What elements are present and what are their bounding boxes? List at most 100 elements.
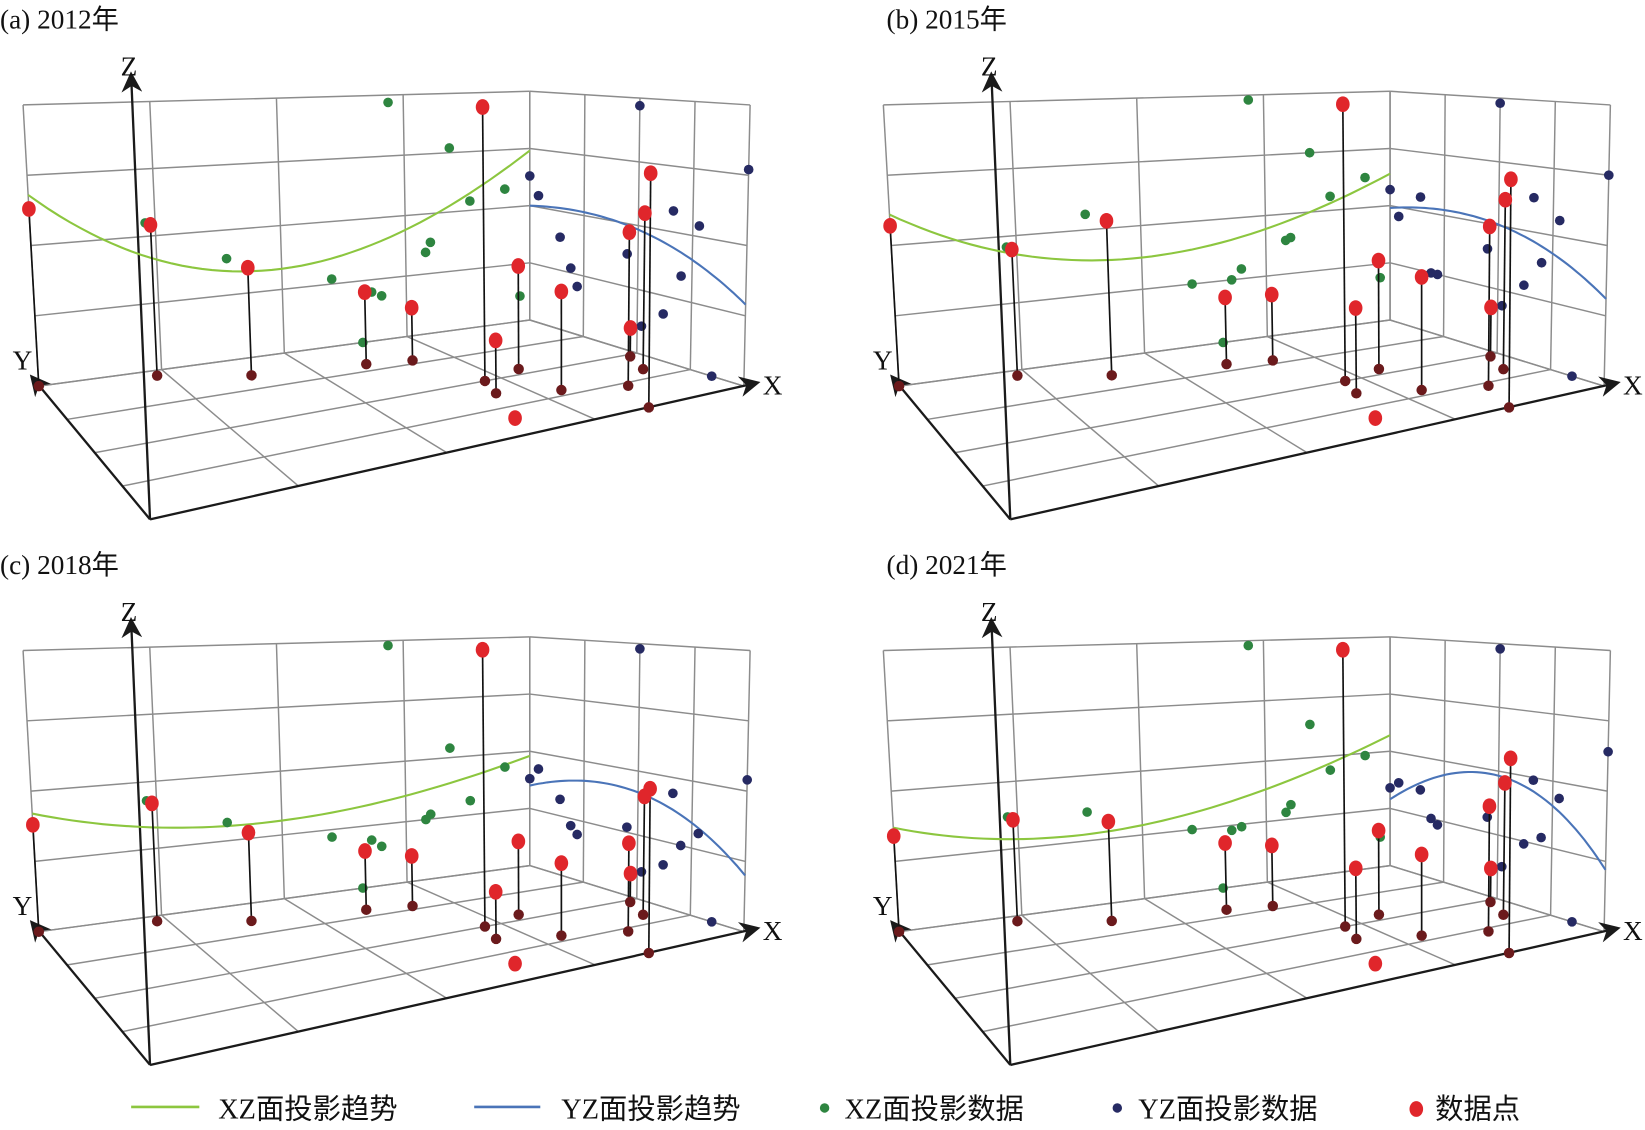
- floor-projection-dot: [1483, 926, 1494, 937]
- yz-projection-dot: [635, 643, 645, 654]
- data-point: [1482, 798, 1497, 815]
- y-axis-label: Y: [873, 345, 893, 375]
- data-point: [883, 217, 897, 234]
- yz-projection-dot: [555, 232, 565, 243]
- side-wall-gridline: [1389, 147, 1609, 176]
- floor-projection-dot: [1339, 921, 1351, 932]
- data-point: [1265, 837, 1279, 854]
- yz-projection-dot: [706, 371, 717, 382]
- yz-projection-dot: [668, 788, 678, 799]
- xz-projection-dot: [500, 762, 510, 772]
- floor-gridline: [926, 881, 1444, 966]
- yz-trend-line: [1389, 770, 1607, 871]
- floor-projection-dot: [246, 370, 257, 381]
- data-point: [623, 320, 638, 336]
- data-point: [1218, 835, 1232, 851]
- data-point: [488, 883, 503, 900]
- data-point: [475, 99, 490, 115]
- data-point: [508, 410, 522, 426]
- data-point: [1414, 846, 1429, 863]
- yz-projection-dot: [1482, 243, 1493, 254]
- panel-title: (b) 2015年: [886, 4, 1006, 34]
- yz-projection-dot: [1567, 371, 1577, 382]
- data-point: [622, 224, 637, 241]
- data-point: [1336, 96, 1350, 113]
- yz-projection-dot: [1554, 215, 1565, 226]
- floor-projection-dot: [513, 363, 524, 375]
- point-stem: [627, 843, 630, 932]
- grid: [22, 636, 751, 1033]
- back-wall-gridline: [26, 147, 530, 176]
- floor-projection-dot: [1373, 363, 1385, 375]
- floor-projection-dot: [624, 896, 636, 908]
- floor-projection-dot: [1221, 358, 1232, 370]
- yz-projection-dot: [635, 100, 645, 111]
- point-stem: [1270, 294, 1274, 361]
- z-axis: [121, 71, 152, 520]
- point-stem: [1502, 199, 1507, 370]
- floor-gridline: [1144, 352, 1308, 454]
- xz-projection-dot: [1236, 264, 1247, 274]
- point-stem: [1502, 782, 1506, 915]
- point-stem: [642, 796, 646, 915]
- xz-projection-dot: [1082, 807, 1092, 817]
- floor-projection-dot: [1106, 915, 1117, 927]
- yz-projection-dot: [1497, 300, 1507, 311]
- data-point: [240, 259, 255, 276]
- yz-trend-line: [529, 204, 747, 306]
- floor-projection-dot: [1416, 384, 1427, 396]
- point-stem: [892, 836, 900, 932]
- data-point: [508, 955, 522, 972]
- floor-projection-dot: [556, 930, 567, 941]
- xz-projection-dot: [1187, 279, 1197, 289]
- floor-projection-dot: [1503, 402, 1515, 413]
- data-point: [638, 205, 652, 222]
- x-axis-label: X: [763, 371, 783, 401]
- xz-trend-line: [889, 172, 1391, 262]
- xz-projection-dot: [465, 196, 475, 206]
- xz-projection-dot: [376, 291, 387, 301]
- back-wall-gridline: [26, 693, 530, 722]
- xz-projection-dot: [420, 247, 431, 258]
- point-stem: [1354, 308, 1358, 394]
- back-wall-gridline: [887, 693, 1391, 722]
- data-point: [1264, 286, 1279, 303]
- point-stem: [1105, 220, 1113, 376]
- point-stem: [1341, 104, 1347, 381]
- floor-projection-dot: [246, 915, 257, 927]
- z-axis: [121, 616, 152, 1065]
- yz-projection-dot: [636, 321, 647, 332]
- legend-xz-trend-label: XZ面投影趋势: [218, 1093, 397, 1125]
- yz-projection-dot: [1567, 916, 1577, 927]
- point-stem: [481, 649, 486, 927]
- side-wall-gridline: [582, 640, 586, 883]
- data-point: [1348, 300, 1363, 316]
- xz-projection-dot: [326, 274, 337, 284]
- floor-projection-dot: [1416, 930, 1427, 941]
- data-point: [1484, 299, 1498, 316]
- point-stem: [363, 292, 368, 365]
- yz-projection-dot: [1426, 813, 1436, 824]
- point-stem: [246, 267, 253, 376]
- xz-projection-dot: [1360, 750, 1370, 761]
- side-wall-gridline: [529, 750, 748, 792]
- yz-projection-dot: [1603, 170, 1614, 181]
- data-point: [358, 843, 372, 859]
- z-axis-label: Z: [981, 52, 998, 82]
- point-stem: [151, 803, 158, 922]
- floor-projection-dot: [643, 947, 655, 959]
- floor-projection-dot: [479, 921, 491, 932]
- data-point: [1218, 289, 1232, 306]
- floor-projection-dot: [556, 384, 567, 396]
- yz-projection-dot: [1495, 98, 1505, 109]
- back-wall-gridline: [402, 640, 408, 883]
- yz-projection-dot: [706, 916, 717, 927]
- point-stem: [1224, 843, 1228, 910]
- floor-gridline: [898, 319, 1391, 387]
- data-point: [1348, 860, 1363, 877]
- yz-projection-dot: [676, 271, 686, 281]
- point-stem: [149, 224, 158, 376]
- xz-projection-dot: [425, 237, 436, 248]
- point-stem: [1354, 868, 1358, 939]
- yz-projection-dot: [1518, 839, 1529, 849]
